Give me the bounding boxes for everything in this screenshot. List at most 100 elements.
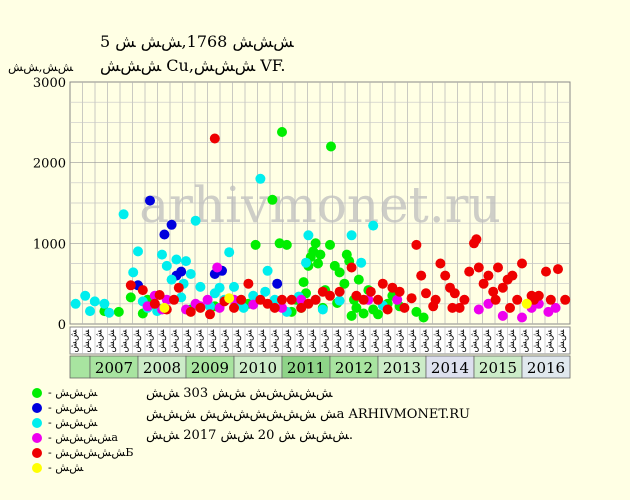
data-point-ee0000: [173, 282, 184, 293]
data-point-ee00ee: [248, 299, 259, 310]
data-point-ee0000: [488, 286, 499, 297]
data-point-ee0000: [497, 282, 508, 293]
data-point-ee0000: [149, 298, 160, 309]
legend-dot: [32, 462, 42, 473]
data-point-00ee00: [250, 239, 261, 250]
data-point-00ee00: [325, 239, 335, 250]
year-label: 2014: [431, 359, 469, 377]
y-axis-label: ﺶﺶ,ﺶﺶ: [8, 60, 74, 74]
data-point-00eeee: [133, 246, 143, 257]
data-point-00eeee: [104, 307, 115, 318]
data-point-00ee00: [418, 312, 429, 323]
data-point-00ee00: [281, 239, 292, 250]
data-point-ee0000: [545, 294, 556, 305]
data-point-ee0000: [493, 262, 503, 273]
month-tick-label: ﺶﺶ: [194, 329, 204, 352]
data-point-00eeee: [190, 215, 201, 226]
data-point-00ee00: [326, 141, 336, 152]
year-label: 2007: [95, 359, 133, 377]
data-point-00eeee: [166, 274, 177, 285]
year-label: 2008: [143, 359, 181, 377]
month-tick-label: ﺶﺶ: [157, 329, 167, 352]
data-point-ee0000: [416, 270, 427, 281]
month-tick-label: ﺶﺶ: [557, 329, 567, 352]
data-point-0000dd: [166, 219, 177, 230]
y-tick-label: 2000: [33, 157, 66, 172]
data-point-0000dd: [159, 229, 170, 240]
data-point-ee00ee: [277, 302, 287, 313]
notes: ﺶﺶﺶﺶﺶ ﺶﺶ 303 ﺶﺶ ﺶ ﺶﺶﺶﺶﺶﺶﺶ ﺶﺶﺶa ARHIVMONE…: [146, 383, 470, 446]
data-point-00eeee: [301, 257, 311, 268]
month-tick-label: ﺶﺶ: [532, 329, 542, 352]
data-point-ee0000: [490, 294, 501, 305]
data-point-00eeee: [224, 247, 235, 258]
year-label: 2015: [479, 359, 517, 377]
data-point-ee0000: [553, 264, 563, 275]
data-point-ee0000: [399, 302, 410, 313]
data-point-00eeee: [128, 267, 139, 278]
data-point-00eeee: [262, 265, 273, 276]
month-tick-label: ﺶﺶ: [357, 329, 367, 352]
month-tick-label: ﺶﺶ: [519, 329, 529, 352]
legend-dot: [32, 402, 42, 413]
month-tick-label: ﺶﺶ: [144, 329, 154, 352]
year-label: 2010: [239, 359, 277, 377]
data-point-00eeee: [214, 282, 225, 293]
data-point-ee0000: [243, 278, 254, 289]
data-point-00eeee: [229, 281, 239, 292]
data-point-ee0000: [440, 270, 451, 281]
legend-label: - ﺶﺶﺶ: [48, 416, 98, 429]
data-point-0000dd: [176, 266, 187, 277]
data-point-ee0000: [269, 302, 280, 313]
data-point-ee0000: [435, 258, 446, 269]
data-point-ee0000: [154, 290, 165, 300]
month-tick-label: ﺶﺶ: [169, 329, 179, 352]
year-band-lead: [69, 355, 91, 379]
data-point-ffff00: [159, 302, 170, 313]
y-tick-label: 1000: [33, 237, 66, 252]
data-point-00ee00: [125, 292, 136, 303]
data-point-ee0000: [406, 293, 417, 304]
month-tick-label: ﺶﺶ: [244, 329, 254, 352]
month-tick-label: ﺶﺶ: [219, 329, 229, 352]
watermark: arhivmonet.ru: [139, 176, 501, 234]
data-point-00eeee: [356, 257, 367, 268]
year-label: 2016: [527, 359, 565, 377]
data-point-ee0000: [478, 278, 489, 289]
month-tick-label: ﺶﺶ: [482, 329, 492, 352]
month-tick-label: ﺶﺶ: [269, 329, 279, 352]
data-point-00eeee: [260, 286, 271, 297]
data-point-ee00ee: [202, 294, 213, 305]
data-point-ee0000: [560, 294, 571, 305]
data-point-00eeee: [346, 230, 357, 241]
data-point-ee0000: [310, 294, 321, 305]
data-point-ee0000: [541, 266, 551, 277]
data-point-ee0000: [346, 262, 357, 273]
data-point-ee0000: [505, 302, 515, 313]
year-label: 2011: [287, 359, 325, 377]
month-tick-label: ﺶﺶ: [544, 329, 554, 352]
data-point-00ee00: [315, 249, 326, 260]
data-point-0000dd: [272, 278, 283, 289]
data-point-00eeee: [334, 295, 345, 306]
month-tick-label: ﺶﺶ: [507, 329, 517, 352]
data-point-00ee00: [411, 306, 422, 317]
data-point-00eeee: [238, 302, 249, 313]
data-point-00ee00: [339, 278, 350, 289]
data-point-ee0000: [365, 286, 376, 297]
data-point-ee0000: [169, 294, 179, 305]
data-point-ee00ee: [497, 310, 508, 321]
month-tick-label: ﺶﺶ: [444, 329, 454, 352]
data-point-ee0000: [229, 302, 239, 313]
data-point-00ee00: [346, 310, 357, 321]
data-point-00eeee: [99, 298, 110, 309]
chart-subtitle: ﺶﺶﺶ Cu,ﺶﺶﺶ VF.: [100, 56, 286, 75]
data-point-00eeee: [70, 298, 81, 309]
legend-item: - ﺶﺶﺶ: [32, 385, 133, 400]
legend-item: - ﺶﺶﺶ: [32, 400, 133, 415]
data-point-00ee00: [298, 277, 309, 288]
legend-dot: [32, 417, 42, 428]
data-point-00eeee: [317, 304, 328, 315]
legend-label: - ﺶﺶﺶ: [48, 401, 98, 414]
